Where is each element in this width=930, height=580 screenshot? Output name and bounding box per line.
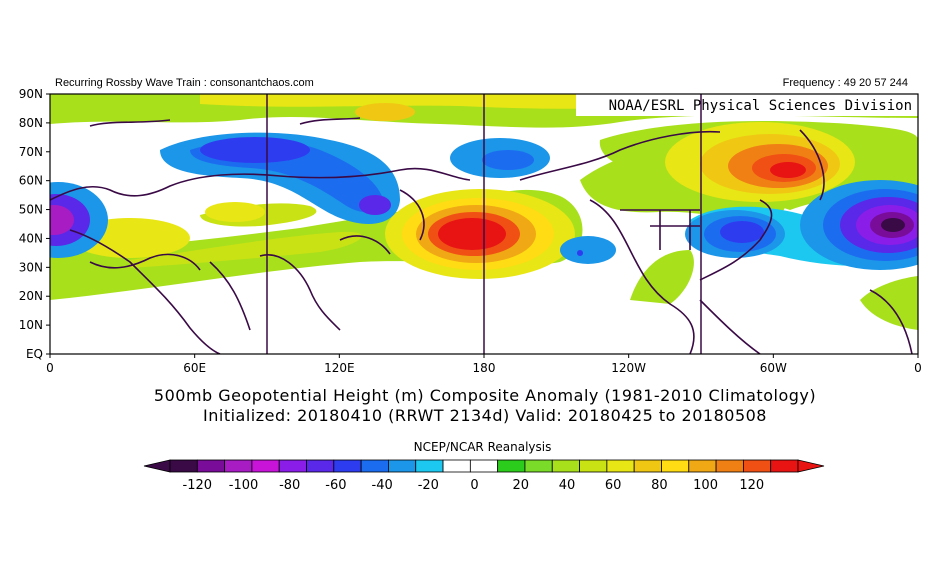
colorbar-swatch [606, 459, 635, 473]
colorbar-label: -60 [325, 478, 346, 493]
lon-label: 60E [183, 361, 206, 375]
colorbar-label: -40 [372, 478, 393, 493]
colorbar-swatch [196, 459, 226, 473]
colorbar-swatch [442, 459, 471, 473]
latitude-axis: 90N 80N 70N 60N 50N 40N 30N 20N 10N EQ [19, 87, 50, 361]
lon-label: 0 [46, 361, 54, 375]
colorbar-swatch [742, 459, 772, 473]
colorbar-label: 40 [559, 478, 576, 493]
colorbar-label: 100 [693, 478, 718, 493]
colorbar-label: -20 [418, 478, 439, 493]
colorbar-swatch [333, 459, 362, 473]
lat-label: 50N [19, 203, 43, 217]
colorbar-label: -100 [229, 478, 259, 493]
lat-label: 10N [19, 318, 43, 332]
anomaly-field: NOAA/ESRL Physical Sciences Division [50, 94, 918, 354]
colorbar-swatch [278, 459, 307, 473]
lat-label: 40N [19, 231, 43, 245]
colorbar-swatch [415, 459, 444, 473]
colorbar: -120 -100 -80 -60 -40 -20 0 20 40 60 80 100 120 [143, 459, 825, 493]
colorbar-swatch [551, 459, 580, 473]
lat-label: 70N [19, 145, 43, 159]
colorbar-swatch [497, 459, 526, 473]
colorbar-swatch [306, 459, 335, 473]
colorbar-label: -120 [183, 478, 213, 493]
lat-label: 60N [19, 174, 43, 188]
colorbar-swatch [251, 459, 280, 473]
colorbar-title: NCEP/NCAR Reanalysis [413, 440, 552, 454]
lat-label: 20N [19, 289, 43, 303]
colorbar-swatch [224, 459, 253, 473]
colorbar-label: 120 [739, 478, 764, 493]
colorbar-swatch [661, 459, 690, 473]
colorbar-label: -80 [279, 478, 300, 493]
colorbar-swatch [633, 459, 662, 473]
lat-label: 80N [19, 116, 43, 130]
lat-label: 90N [19, 87, 43, 101]
coastlines [50, 117, 913, 354]
lon-label: 0 [914, 361, 922, 375]
colorbar-label: 60 [605, 478, 622, 493]
colorbar-swatch [688, 459, 717, 473]
colorbar-swatch [469, 459, 499, 473]
colorbar-swatch [524, 459, 553, 473]
credit-text: NOAA/ESRL Physical Sciences Division [609, 98, 912, 114]
caption-line-1: 500mb Geopotential Height (m) Composite … [153, 386, 817, 405]
lat-label: 30N [19, 260, 43, 274]
lat-label: EQ [26, 347, 43, 361]
colorbar-swatch [715, 459, 744, 473]
header-title: Recurring Rossby Wave Train : consonantc… [55, 77, 314, 89]
longitude-axis: 0 60E 120E 180 120W 60W 0 [46, 354, 922, 375]
lon-label: 120E [324, 361, 355, 375]
colorbar-label: 80 [651, 478, 668, 493]
colorbar-swatch [770, 459, 799, 473]
colorbar-swatch [169, 459, 198, 473]
colorbar-arrow-high [797, 459, 825, 473]
colorbar-label: 20 [512, 478, 529, 493]
lon-label: 60W [760, 361, 787, 375]
colorbar-label: 0 [470, 478, 478, 493]
caption-line-2: Initialized: 20180410 (RRWT 2134d) Valid… [203, 406, 767, 425]
lon-label: 180 [473, 361, 496, 375]
colorbar-swatch [360, 459, 389, 473]
lon-label: 120W [611, 361, 646, 375]
colorbar-arrow-low [143, 459, 171, 473]
colorbar-swatch [388, 459, 417, 473]
header-frequency: Frequency : 49 20 57 244 [782, 77, 908, 89]
colorbar-swatch [579, 459, 608, 473]
